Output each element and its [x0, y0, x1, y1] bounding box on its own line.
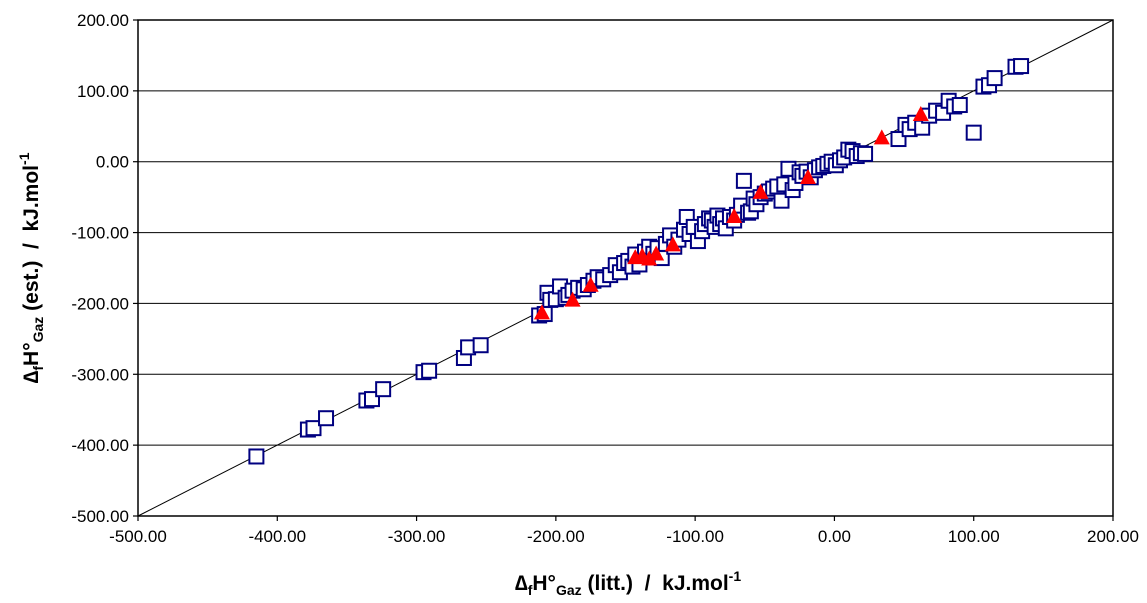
- y-tick-label: 200.00: [77, 11, 129, 30]
- x-title-rest: (litt.) / kJ.mol: [582, 572, 729, 595]
- triangle-point: [799, 169, 816, 185]
- y-tick-label: -100.00: [71, 224, 129, 243]
- square-point: [965, 124, 982, 141]
- x-tick-label: -400.00: [248, 527, 306, 546]
- x-tick-label: -100.00: [666, 527, 724, 546]
- plot-area-frame: [137, 19, 1114, 517]
- y-tick-label: -400.00: [71, 436, 129, 455]
- y-tick-label: -300.00: [71, 365, 129, 384]
- x-tick-label: -300.00: [388, 527, 446, 546]
- x-axis-title: ∆fH°Gaz (litt.) / kJ.mol-1: [515, 568, 741, 598]
- gridlines: [138, 90, 1113, 446]
- y-title-delta: ∆: [20, 370, 43, 383]
- x-tick-label: 100.00: [948, 527, 1000, 546]
- triangle-point: [664, 236, 681, 252]
- x-axis-ticks: -500.00 -400.00 -300.00 -200.00 -100.00 0.00 1…: [109, 516, 1139, 546]
- x-title-gaz: Gaz: [556, 582, 582, 598]
- y-tick-label: 100.00: [77, 82, 129, 101]
- x-title-delta: ∆: [515, 572, 528, 595]
- x-title-f: f: [528, 582, 533, 598]
- square-point: [472, 337, 489, 354]
- x-title-h: H°: [532, 572, 556, 595]
- y-tick-label: -200.00: [71, 294, 129, 313]
- square-point: [318, 410, 335, 427]
- y-axis-title: ∆fH°Gaz (est.) / kJ.mol-1: [16, 152, 46, 383]
- y-tick-label: 0.00: [96, 153, 129, 172]
- square-point: [735, 172, 752, 189]
- y-title-f: f: [30, 366, 46, 371]
- y-axis-ticks: -500.00 -400.00 -300.00 -200.00 -100.00 0.00 1…: [71, 11, 138, 526]
- square-point: [375, 381, 392, 398]
- y-title-rest: (est.) / kJ.mol: [20, 165, 43, 317]
- square-point: [305, 420, 322, 437]
- square-point: [1013, 58, 1030, 75]
- square-point: [248, 448, 265, 465]
- x-tick-label: 0.00: [818, 527, 851, 546]
- square-point: [421, 362, 438, 379]
- triangle-point: [726, 207, 743, 223]
- y-tick-label: -500.00: [71, 507, 129, 526]
- x-title-exp: -1: [729, 568, 742, 584]
- x-tick-label: -200.00: [527, 527, 585, 546]
- square-point: [986, 70, 1003, 87]
- y-title-h: H°: [20, 342, 43, 366]
- triangle-point: [564, 291, 581, 307]
- triangle-point: [641, 250, 658, 266]
- data-points: [248, 58, 1030, 465]
- triangle-point: [582, 276, 599, 292]
- triangle-point: [912, 105, 929, 121]
- y-title-gaz: Gaz: [30, 317, 46, 343]
- triangle-point: [648, 245, 665, 261]
- x-tick-label: -500.00: [109, 527, 167, 546]
- x-tick-label: 200.00: [1087, 527, 1139, 546]
- triangle-point: [533, 304, 550, 320]
- triangle-point: [752, 183, 769, 199]
- triangle-point: [873, 129, 890, 145]
- square-point: [857, 145, 874, 162]
- y-title-exp: -1: [16, 152, 32, 165]
- square-point: [951, 97, 968, 114]
